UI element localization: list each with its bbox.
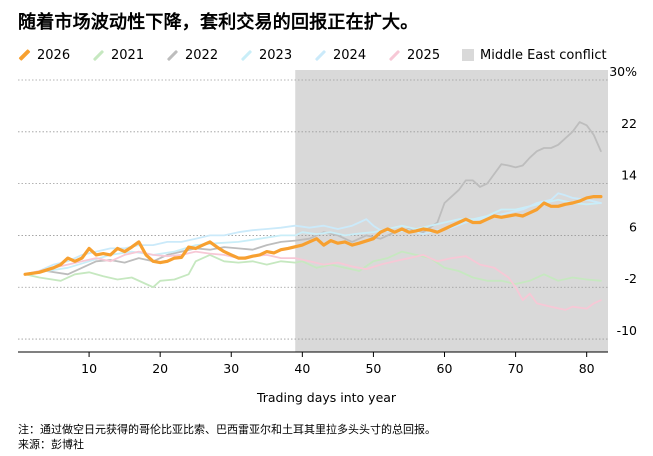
shaded-region-middle-east-conflict bbox=[295, 70, 608, 352]
y-tick-label: 22 bbox=[621, 116, 637, 131]
notes: 注：通过做空日元获得的哥伦比亚比索、巴西雷亚尔和土耳其里拉多头头寸的总回报。 来… bbox=[18, 422, 436, 452]
series-line-2025 bbox=[24, 250, 602, 311]
x-tick-label: 10 bbox=[81, 361, 97, 376]
footnote: 注：通过做空日元获得的哥伦比亚比索、巴西雷亚尔和土耳其里拉多头头寸的总回报。 bbox=[18, 423, 436, 436]
y-tick-label: 6 bbox=[629, 219, 637, 234]
x-tick-label: 40 bbox=[294, 361, 310, 376]
x-axis-label: Trading days into year bbox=[256, 390, 397, 405]
x-tick-label: 20 bbox=[152, 361, 168, 376]
series-line-2021 bbox=[24, 250, 602, 289]
legend-item-2023: 2023 bbox=[240, 45, 292, 65]
legend-label: Middle East conflict bbox=[480, 47, 607, 63]
legend-item-2022: 2022 bbox=[166, 45, 218, 65]
chart-title: 随着市场波动性下降，套利交易的回报正在扩大。 bbox=[18, 12, 419, 33]
legend-label: 2023 bbox=[259, 47, 293, 63]
legend-label: 2024 bbox=[333, 47, 367, 63]
legend-label: 2022 bbox=[185, 47, 219, 63]
y-tick-label: -2 bbox=[625, 271, 637, 286]
legend-box-swatch bbox=[462, 49, 474, 61]
x-tick-label: 50 bbox=[365, 361, 381, 376]
y-tick-label: 14 bbox=[621, 168, 637, 183]
legend-item-2024: 2024 bbox=[314, 45, 366, 65]
legend-label: 2025 bbox=[407, 47, 441, 63]
x-tick-label: 80 bbox=[579, 361, 595, 376]
chart: 30% 22 14 6 -2 -10 10 20 30 40 50 60 70 80 bbox=[18, 64, 637, 376]
series-line-2026 bbox=[23, 195, 603, 276]
y-tick-label: -10 bbox=[617, 323, 637, 338]
legend-item-2025: 2025 bbox=[388, 45, 440, 65]
x-tick-label: 70 bbox=[508, 361, 524, 376]
legend-label: 2021 bbox=[111, 47, 145, 63]
x-tick-label: 30 bbox=[223, 361, 239, 376]
legend-label: 2026 bbox=[37, 47, 71, 63]
legend-item-2026: 2026 bbox=[18, 45, 70, 65]
legend-item-middle-east-conflict: Middle East conflict bbox=[462, 45, 607, 65]
y-tick-label: 30% bbox=[609, 64, 637, 79]
legend-item-2021: 2021 bbox=[92, 45, 144, 65]
x-tick-label: 60 bbox=[437, 361, 453, 376]
source-line: 来源：彭博社 bbox=[18, 438, 84, 451]
